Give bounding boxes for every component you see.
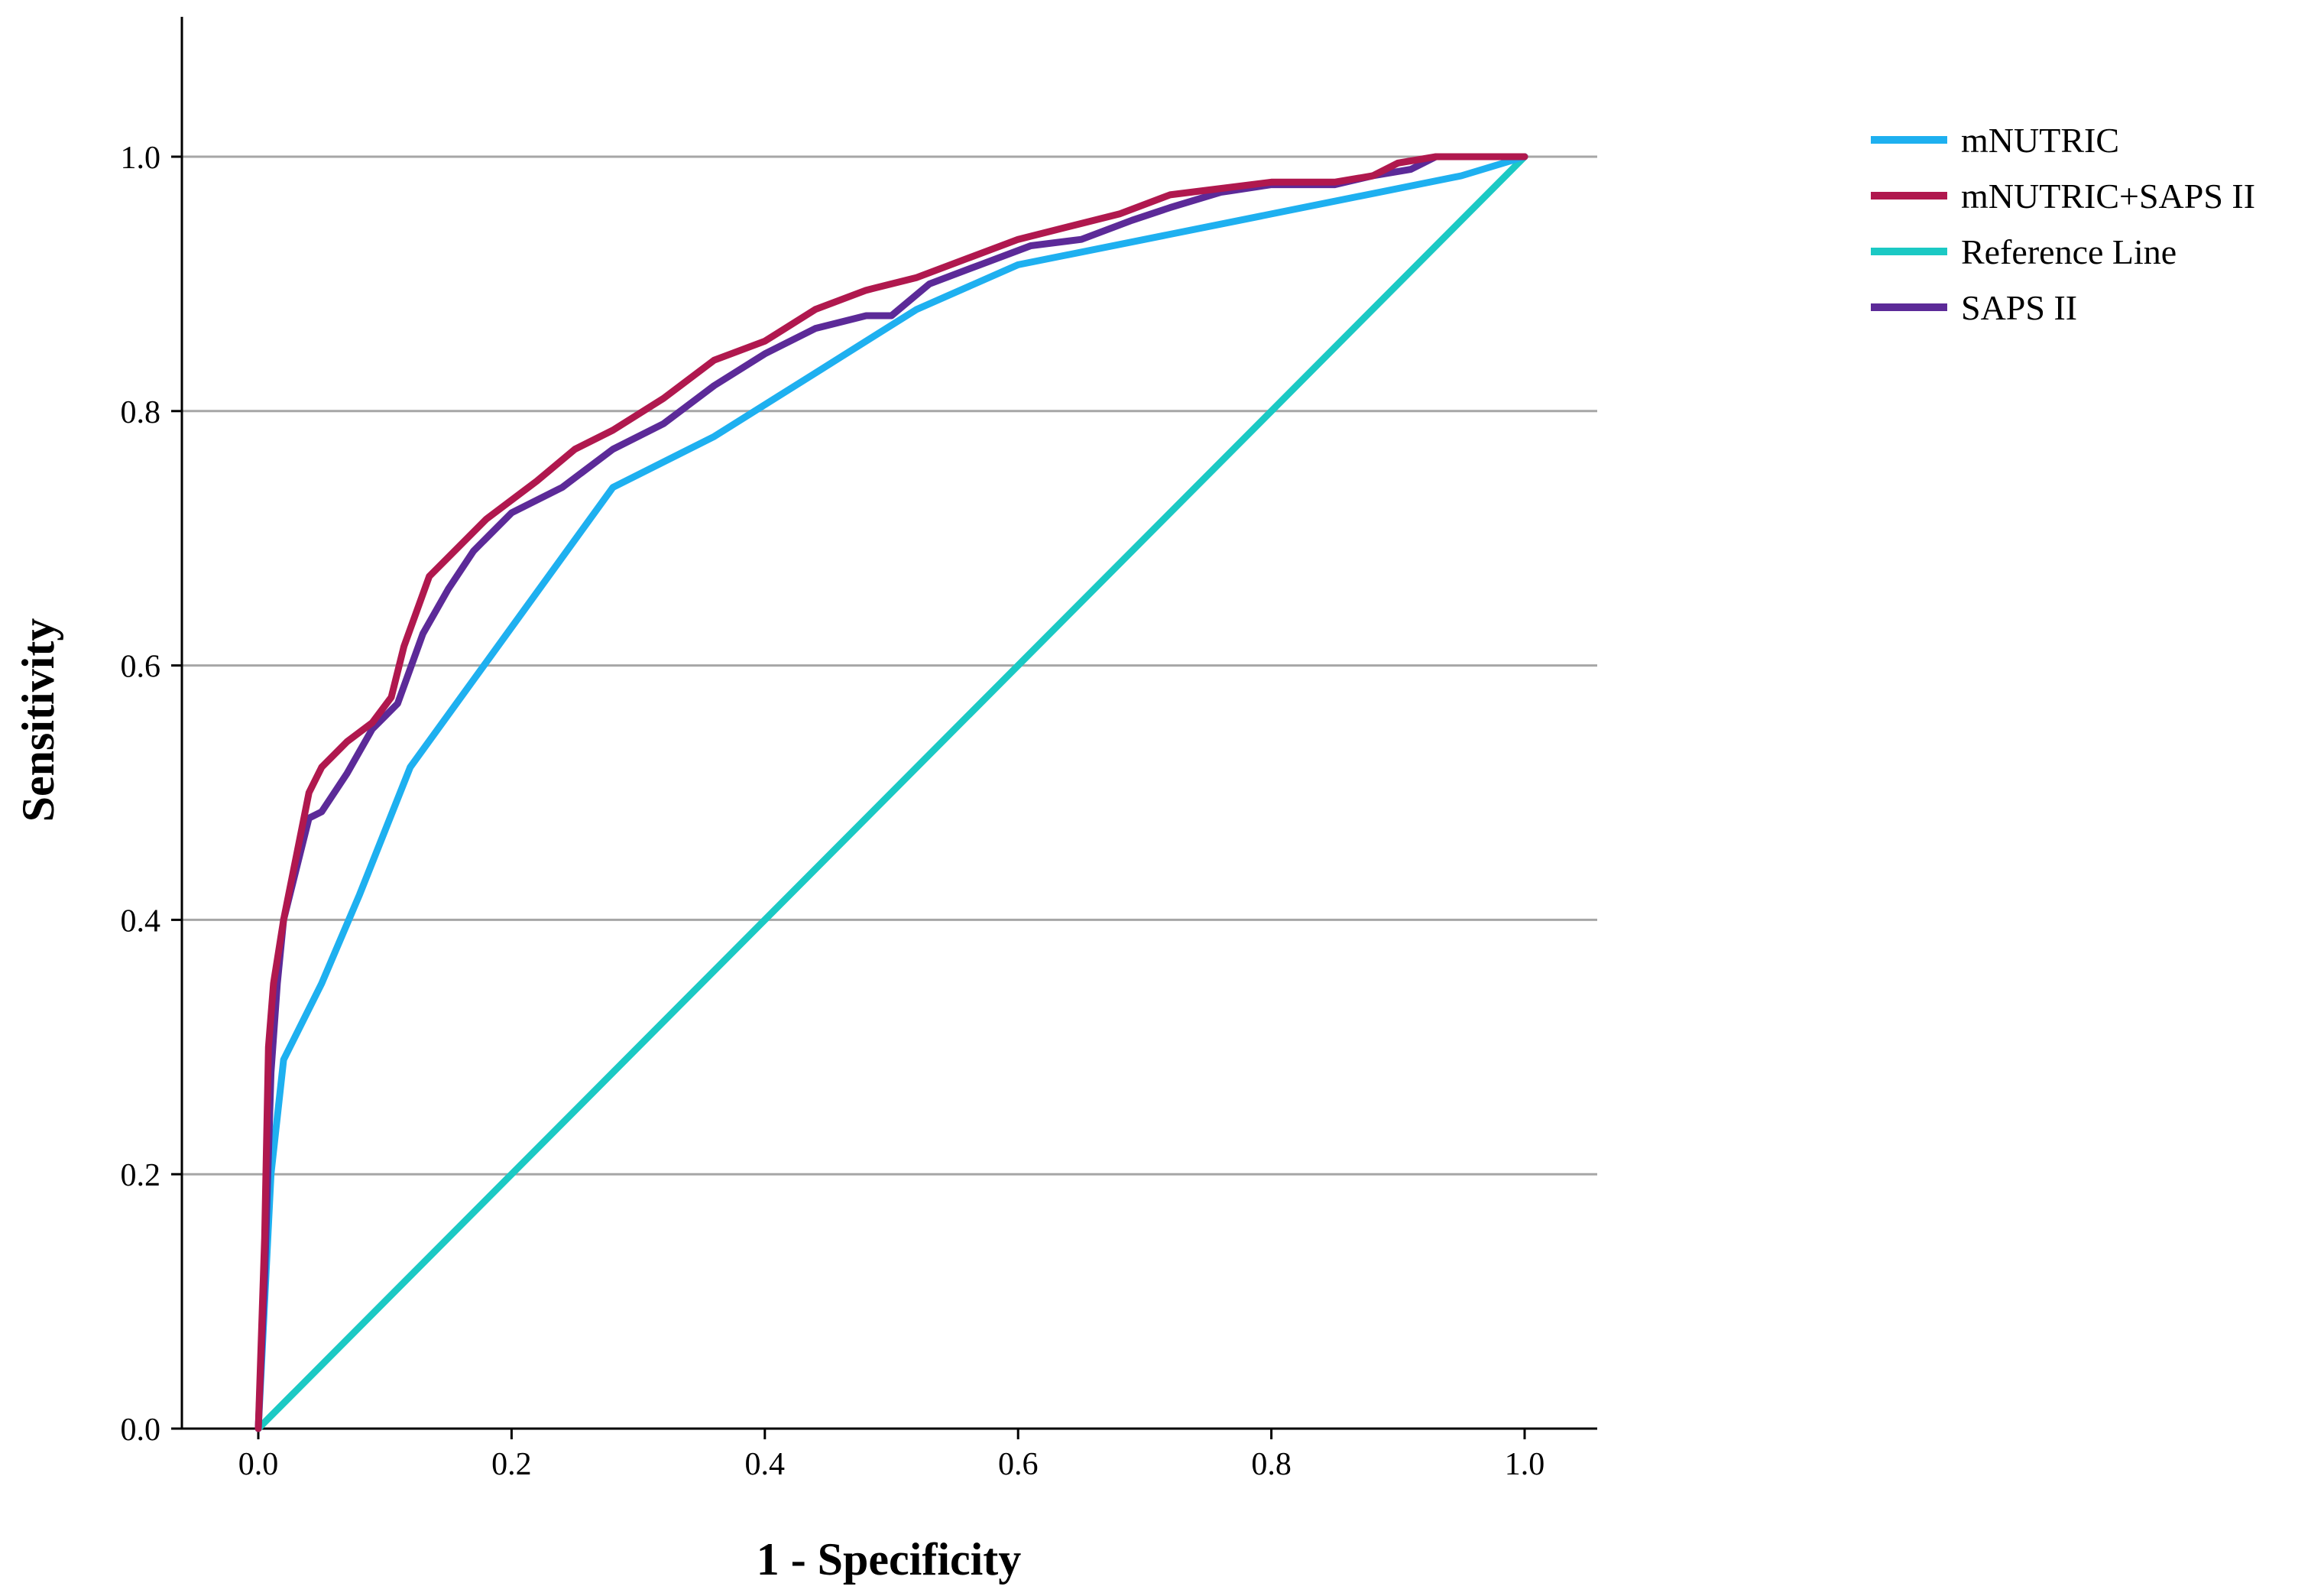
x-axis-title: 1 - Specificity (757, 1534, 1022, 1585)
series-line-saps-ii (254, 153, 1528, 1432)
y-tick-label: 0.4 (121, 903, 161, 939)
x-tick-label: 0.4 (745, 1447, 786, 1482)
legend-label: mNUTRIC (1961, 121, 2119, 160)
series-line-reference-line (254, 153, 1528, 1432)
legend-label: mNUTRIC+SAPS II (1961, 177, 2255, 216)
gridlines (182, 155, 1597, 1176)
series-lines (254, 153, 1528, 1432)
x-tick-label: 0.6 (998, 1447, 1039, 1482)
axes: 0.0 0.2 0.4 0.6 0.8 1.0 0.0 0.2 0.4 0.6 0.8 1.0 (121, 17, 1597, 1482)
legend: mNUTRIC mNUTRIC+SAPS II Reference Line SAPS… (1871, 121, 2255, 327)
y-tick-label: 0.2 (121, 1158, 161, 1193)
y-axis-title: Sensitivity (13, 618, 63, 822)
x-tick-label: 0.8 (1251, 1447, 1292, 1482)
series-line-mnutric (254, 153, 1528, 1432)
legend-label: SAPS II (1961, 288, 2077, 327)
x-tick-label: 0.0 (238, 1447, 279, 1482)
x-tick-label: 1.0 (1505, 1447, 1545, 1482)
y-tick-label: 0.6 (121, 650, 161, 685)
y-tick-label: 1.0 (121, 141, 161, 176)
series-line-mnutric-saps-ii (254, 153, 1528, 1432)
y-tick-label: 0.0 (121, 1413, 161, 1448)
y-tick-label: 0.8 (121, 395, 161, 430)
legend-label: Reference Line (1961, 232, 2177, 271)
x-tick-label: 0.2 (491, 1447, 532, 1482)
